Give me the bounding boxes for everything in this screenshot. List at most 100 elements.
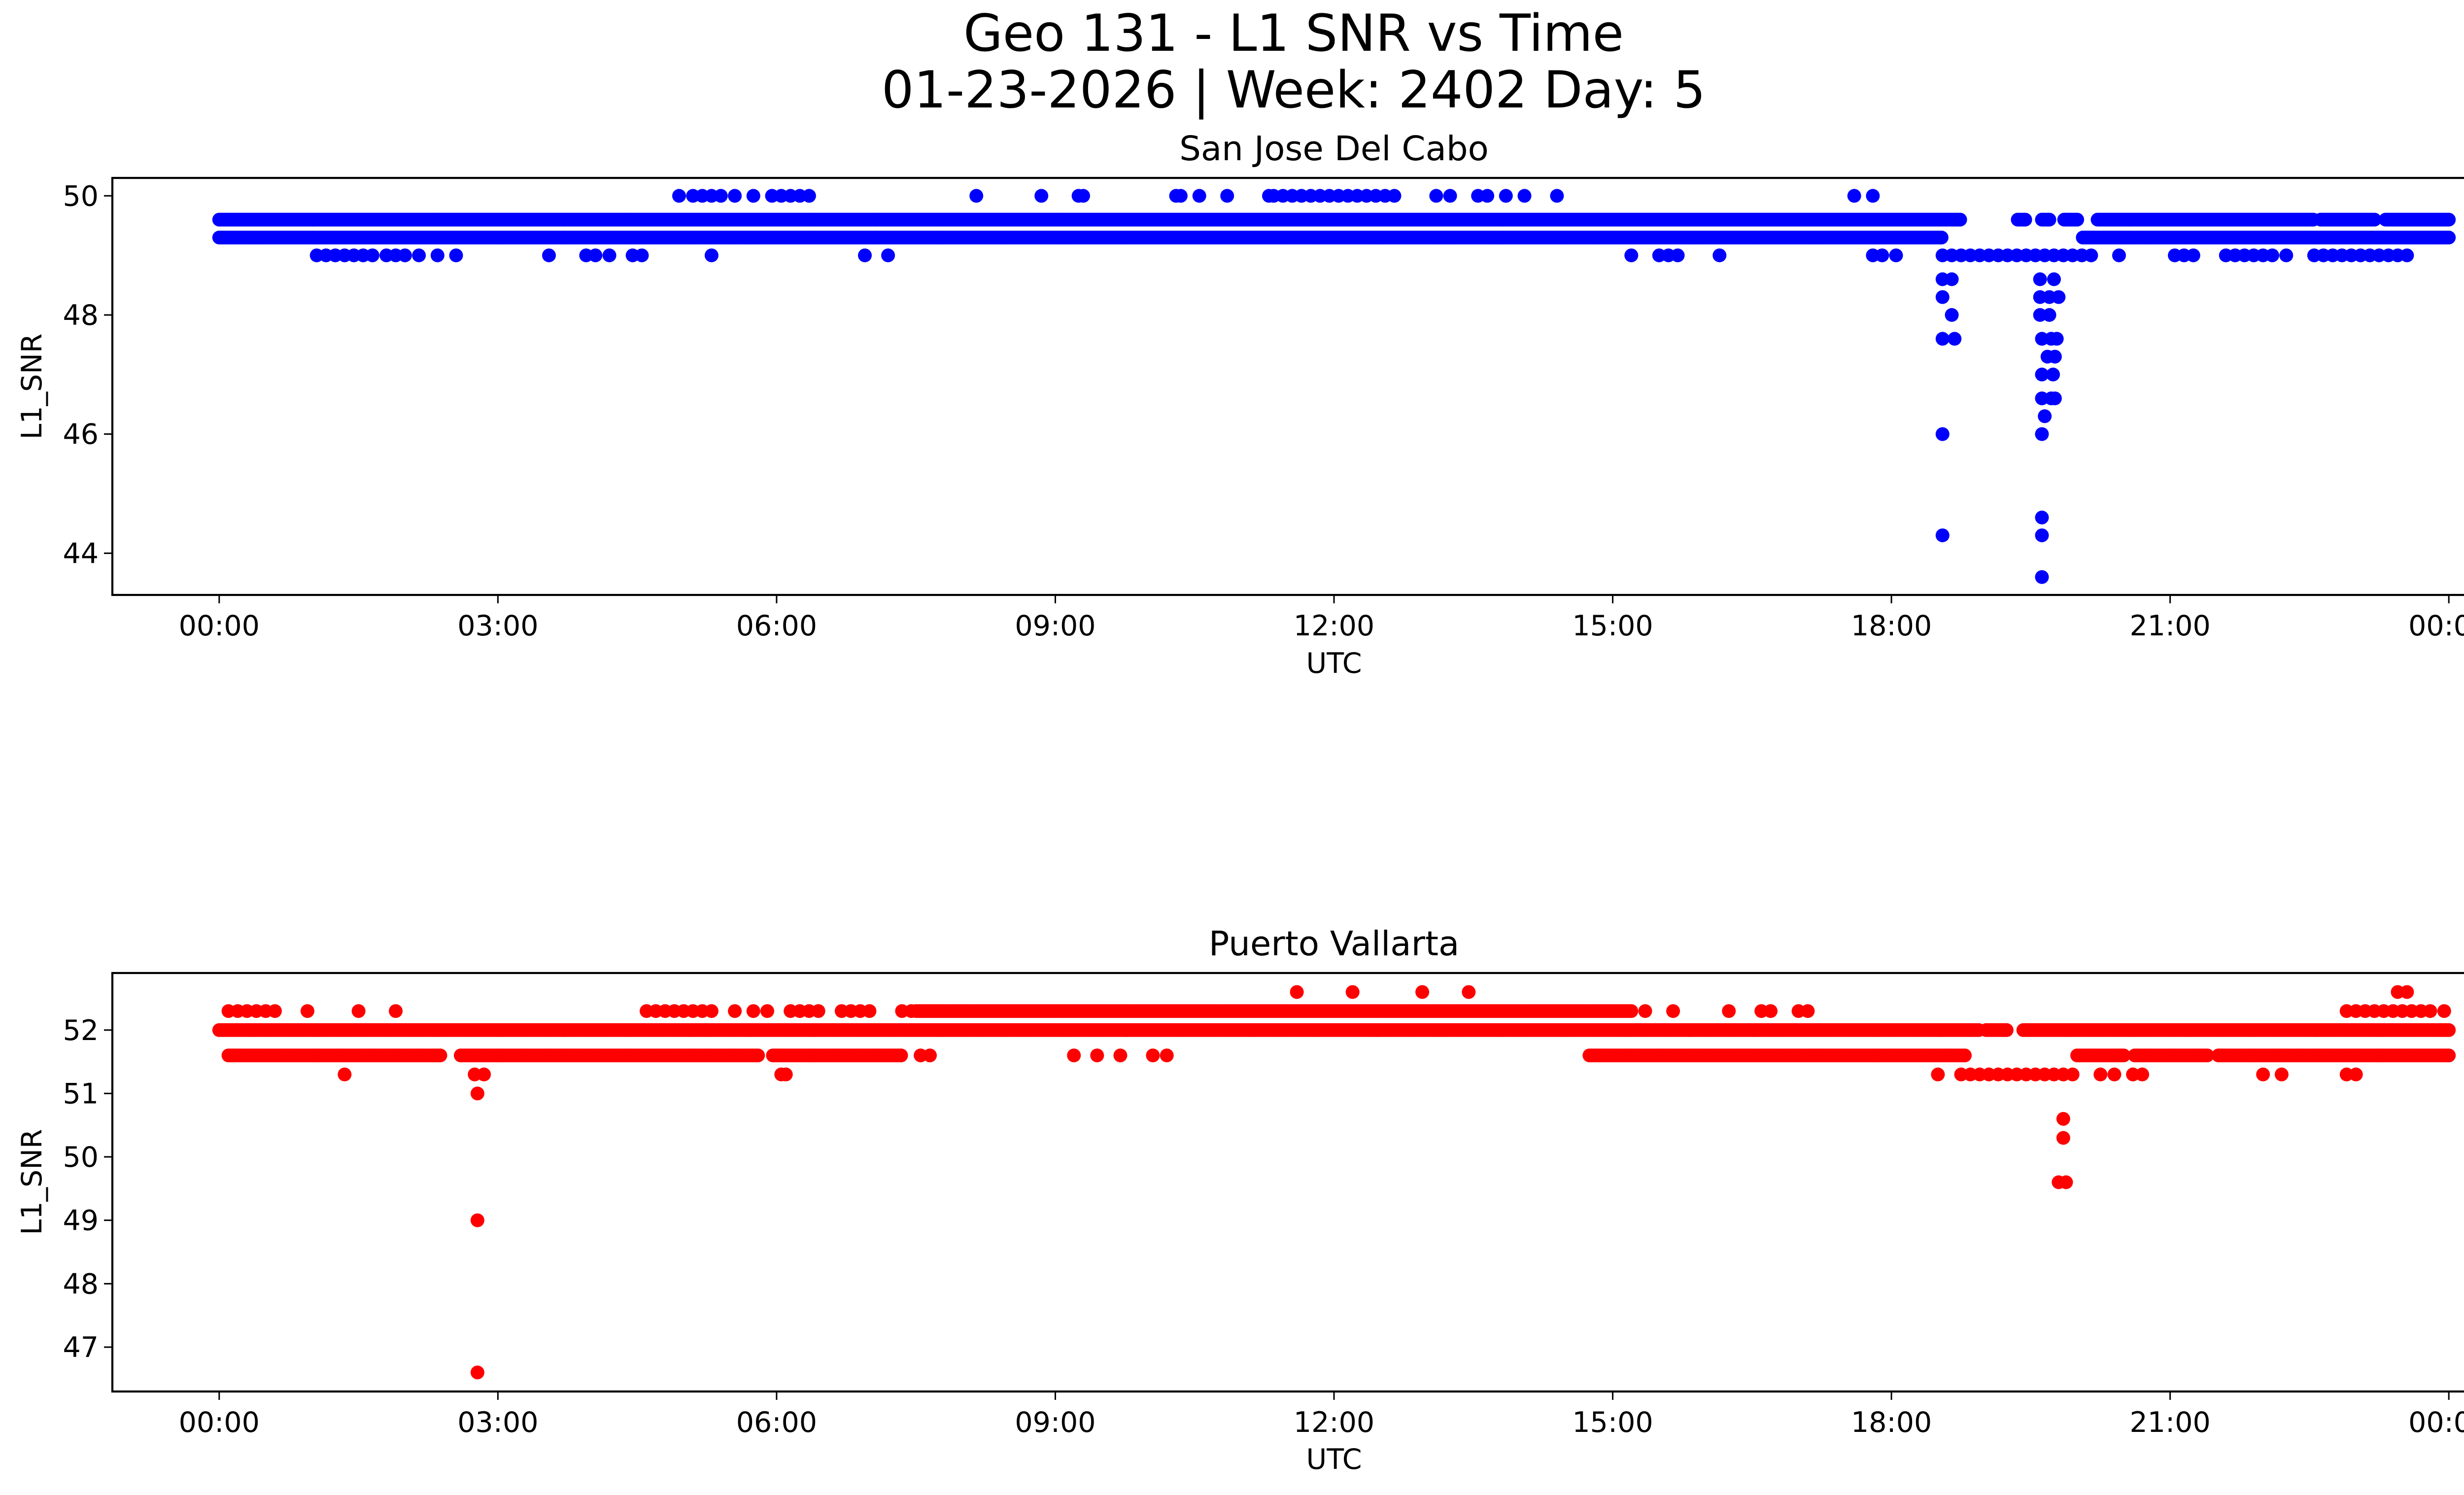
data-point — [2437, 1004, 2451, 1018]
x-axis-label: UTC — [1306, 1443, 1362, 1476]
data-point — [969, 189, 984, 203]
subplot-puerto-vallarta: Puerto Vallarta 00:00 03:00 06:00 09:00 12:0… — [16, 924, 2464, 1476]
x-tick-label: 18:00 — [1851, 1406, 1932, 1439]
data-point — [1722, 1004, 1736, 1018]
data-point — [1935, 332, 1950, 346]
data-point — [2135, 1067, 2150, 1081]
data-point — [2442, 212, 2456, 227]
data-point — [2279, 248, 2293, 263]
data-point — [2423, 1004, 2437, 1018]
data-point — [389, 1004, 403, 1018]
data-point — [728, 1004, 742, 1018]
data-point — [894, 1048, 908, 1063]
data-point — [862, 1004, 877, 1018]
data-point — [588, 248, 603, 263]
data-point — [802, 189, 816, 203]
data-point — [1889, 248, 1903, 263]
x-tick-label: 03:00 — [457, 1406, 538, 1439]
data-point — [338, 1067, 352, 1081]
data-points — [212, 189, 2456, 584]
data-point — [2059, 1175, 2073, 1189]
y-axis-label: L1_SNR — [16, 334, 48, 440]
data-point — [542, 248, 556, 263]
data-point — [470, 1213, 484, 1227]
data-point — [1638, 1004, 1652, 1018]
data-point — [672, 189, 686, 203]
data-point — [858, 248, 872, 263]
x-tick-label: 00:00 — [179, 1406, 260, 1439]
data-point — [1953, 212, 1967, 227]
data-point — [1945, 308, 1959, 322]
data-point — [2093, 1067, 2108, 1081]
data-point — [704, 248, 719, 263]
data-point — [470, 1365, 484, 1380]
data-point — [881, 248, 895, 263]
data-point — [1387, 189, 1402, 203]
data-point — [1847, 189, 1861, 203]
data-point — [2367, 212, 2382, 227]
data-point — [2186, 248, 2200, 263]
data-point — [2400, 985, 2414, 999]
data-point — [2056, 1112, 2070, 1126]
subplot-title: Puerto Vallarta — [1209, 924, 1460, 964]
data-point — [746, 1004, 760, 1018]
data-point — [2038, 409, 2052, 423]
data-point — [1090, 1048, 1104, 1063]
data-point — [2274, 1067, 2289, 1081]
x-axis: 00:00 03:00 06:00 09:00 12:00 15:00 18:00 21:00… — [179, 595, 2464, 642]
data-point — [365, 248, 379, 263]
data-point — [760, 1004, 774, 1018]
x-axis-label: UTC — [1306, 647, 1362, 680]
data-point — [2042, 308, 2056, 322]
x-tick-label: 18:00 — [1851, 610, 1932, 642]
x-tick-label: 12:00 — [1294, 1406, 1374, 1439]
data-point — [1666, 1004, 1680, 1018]
data-point — [1113, 1048, 1128, 1063]
data-point — [430, 248, 445, 263]
y-tick-label: 50 — [63, 180, 99, 212]
data-point — [1067, 1048, 1081, 1063]
data-point — [2400, 248, 2414, 263]
y-tick-label: 51 — [63, 1078, 99, 1110]
data-point — [2018, 212, 2032, 227]
data-point — [923, 1048, 937, 1063]
data-point — [1935, 290, 1950, 304]
data-point — [2035, 367, 2049, 382]
data-point — [1671, 248, 1685, 263]
x-tick-label: 00:00 — [179, 610, 260, 642]
x-tick-label: 15:00 — [1572, 1406, 1653, 1439]
data-point — [2065, 1067, 2080, 1081]
data-point — [1875, 248, 1889, 263]
data-point — [2442, 1023, 2456, 1037]
data-point — [1146, 1048, 1160, 1063]
x-tick-label: 12:00 — [1294, 610, 1374, 642]
data-point — [433, 1048, 447, 1063]
data-point — [1160, 1048, 1174, 1063]
data-point — [351, 1004, 366, 1018]
data-point — [1443, 189, 1457, 203]
figure-title-line1: Geo 131 - L1 SNR vs Time — [963, 4, 1624, 63]
y-tick-label: 44 — [63, 537, 99, 570]
y-tick-label: 52 — [63, 1014, 99, 1047]
data-point — [1076, 189, 1090, 203]
data-point — [1999, 1023, 2014, 1037]
data-point — [2052, 290, 2066, 304]
data-point — [2117, 1048, 2131, 1063]
data-point — [2046, 367, 2060, 382]
data-point — [2035, 528, 2049, 543]
data-point — [1712, 248, 1727, 263]
data-point — [2056, 1131, 2070, 1145]
y-tick-label: 48 — [63, 299, 99, 332]
x-tick-label: 15:00 — [1572, 610, 1653, 642]
data-point — [2035, 510, 2049, 524]
data-point — [2035, 427, 2049, 441]
data-point — [2048, 349, 2062, 364]
data-point — [2265, 248, 2279, 263]
data-point — [1034, 189, 1049, 203]
data-point — [1934, 230, 1949, 244]
data-point — [1220, 189, 1234, 203]
data-point — [2200, 1048, 2215, 1063]
x-tick-label: 00:00 — [2408, 1406, 2464, 1439]
x-tick-label: 09:00 — [1015, 1406, 1095, 1439]
